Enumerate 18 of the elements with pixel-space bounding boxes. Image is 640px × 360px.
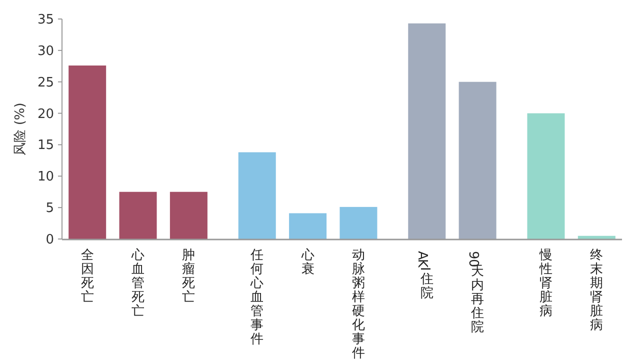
x-tick-label: 慢性肾脏病 xyxy=(538,248,552,319)
x-tick-label: 终末期肾脏病 xyxy=(590,248,604,333)
y-tick-label: 5 xyxy=(46,201,54,216)
y-tick-label: 35 xyxy=(37,12,54,28)
x-tick-label: 全因死亡 xyxy=(80,248,94,305)
x-tick-label: 心衰 xyxy=(300,247,314,277)
x-tick-label: AKI住院 xyxy=(414,251,434,301)
y-axis-title: 风险 (%) xyxy=(13,102,28,156)
y-tick-label: 20 xyxy=(37,106,54,122)
x-tick-label: 动脉粥样硬化事件 xyxy=(352,248,365,360)
y-tick-label: 30 xyxy=(37,44,54,59)
x-tick-label: 肿瘤死亡 xyxy=(182,248,196,305)
y-tick-label: 15 xyxy=(37,138,54,154)
x-tick-label: 任何心血管事件 xyxy=(250,248,264,347)
y-tick-label: 10 xyxy=(37,170,54,185)
y-tick-label: 25 xyxy=(37,75,54,90)
y-tick-label: 0 xyxy=(46,232,54,248)
x-tick-label: 心血管死亡 xyxy=(130,247,145,319)
